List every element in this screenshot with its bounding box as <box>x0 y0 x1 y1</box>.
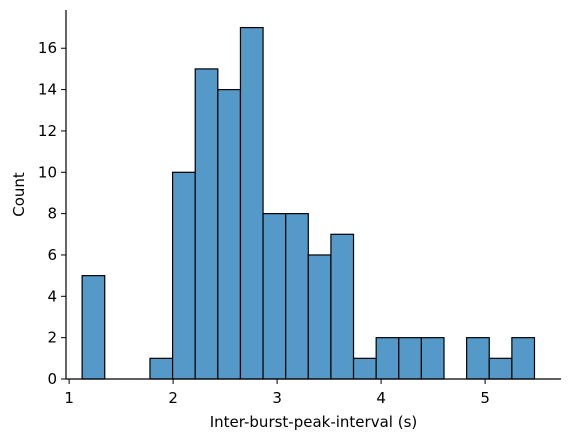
y-tick-label: 0 <box>47 370 57 388</box>
histogram-bar <box>488 357 513 380</box>
y-tick-label: 10 <box>38 163 57 181</box>
x-ticks: 1 2 3 4 5 <box>64 379 490 407</box>
x-tick-label: 5 <box>480 389 490 407</box>
histogram-bar <box>149 357 174 380</box>
x-tick-label: 1 <box>64 389 74 407</box>
y-tick-label: 14 <box>38 81 57 99</box>
y-tick-label: 6 <box>47 246 57 264</box>
histogram-bar <box>420 337 445 380</box>
histogram-bar <box>511 337 536 380</box>
histogram-bar <box>375 337 400 380</box>
x-tick-label: 3 <box>272 389 282 407</box>
histogram-bar <box>466 337 490 380</box>
histogram-bar <box>398 337 422 380</box>
histogram-bar <box>81 275 106 380</box>
y-ticks: 0 2 4 6 8 10 12 14 16 <box>38 39 66 388</box>
bars-group <box>81 26 536 380</box>
histogram-bar <box>262 213 287 380</box>
histogram-bar <box>239 26 264 380</box>
y-tick-label: 12 <box>38 122 57 140</box>
y-tick-label: 16 <box>38 39 57 57</box>
histogram-bar <box>217 88 242 380</box>
x-tick-label: 2 <box>168 389 178 407</box>
y-axis-title: Count <box>10 172 28 217</box>
histogram-bar <box>285 213 309 380</box>
y-tick-label: 4 <box>47 287 57 305</box>
histogram-bar <box>171 171 196 380</box>
y-tick-label: 8 <box>47 205 57 223</box>
histogram-bar <box>194 68 219 380</box>
histogram-bar <box>307 254 332 380</box>
histogram-bar <box>330 233 355 380</box>
x-tick-label: 4 <box>376 389 386 407</box>
y-tick-label: 2 <box>47 329 57 347</box>
x-axis-title: Inter-burst-peak-interval (s) <box>210 413 417 431</box>
histogram-bar <box>352 357 377 380</box>
